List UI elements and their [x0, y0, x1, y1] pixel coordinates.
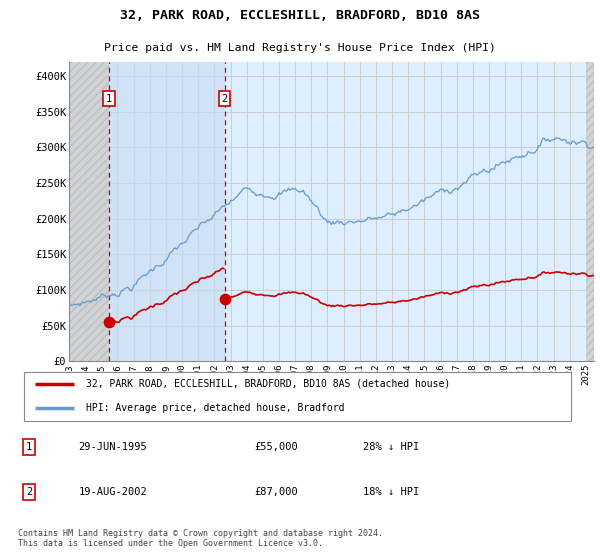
Text: 1: 1 [26, 442, 32, 452]
Text: 2: 2 [26, 487, 32, 497]
Text: Contains HM Land Registry data © Crown copyright and database right 2024.
This d: Contains HM Land Registry data © Crown c… [18, 529, 383, 548]
Bar [586, 62, 594, 361]
Point [104, 318, 114, 326]
Text: £55,000: £55,000 [254, 442, 298, 452]
Text: 32, PARK ROAD, ECCLESHILL, BRADFORD, BD10 8AS: 32, PARK ROAD, ECCLESHILL, BRADFORD, BD1… [120, 10, 480, 22]
Point [220, 295, 229, 304]
Text: 28% ↓ HPI: 28% ↓ HPI [364, 442, 419, 452]
Text: 32, PARK ROAD, ECCLESHILL, BRADFORD, BD10 8AS (detached house): 32, PARK ROAD, ECCLESHILL, BRADFORD, BD1… [86, 379, 450, 389]
Bar [69, 62, 109, 361]
Text: 2: 2 [221, 94, 227, 104]
Text: 1: 1 [106, 94, 112, 104]
FancyBboxPatch shape [23, 372, 571, 421]
Text: Price paid vs. HM Land Registry's House Price Index (HPI): Price paid vs. HM Land Registry's House … [104, 43, 496, 53]
Text: HPI: Average price, detached house, Bradford: HPI: Average price, detached house, Brad… [86, 403, 344, 413]
Text: £87,000: £87,000 [254, 487, 298, 497]
Bar [109, 62, 224, 361]
Text: 29-JUN-1995: 29-JUN-1995 [78, 442, 147, 452]
Text: 18% ↓ HPI: 18% ↓ HPI [364, 487, 419, 497]
Text: 19-AUG-2002: 19-AUG-2002 [78, 487, 147, 497]
